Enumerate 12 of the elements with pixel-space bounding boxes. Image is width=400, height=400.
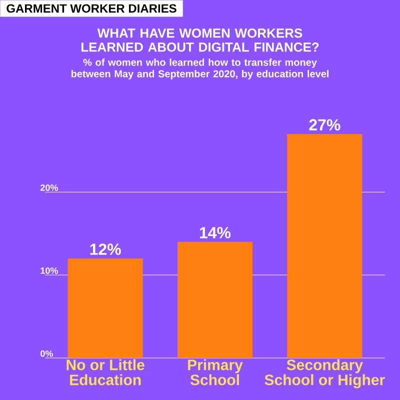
y-tick-label: 20% [40, 184, 58, 191]
text: GARMENT WORKER DIARIES [6, 4, 176, 13]
x-tick-label: No or Little Education [66, 359, 144, 386]
y-tick-label: 0% [40, 350, 53, 357]
data-label: 14% [200, 227, 231, 238]
data-label: 27% [309, 119, 340, 130]
data-label: 12% [90, 244, 121, 255]
chart-title: WHAT HAVE WOMEN WORKERS LEARNED ABOUT DIGITAL FINANCE? [81, 28, 319, 52]
x-tick-label: Primary School [188, 359, 243, 386]
x-tick-label: Secondary School or Higher [264, 359, 385, 388]
chart-subtitle: % of women who learned how to transfer money between May and September 2020, by education level [71, 58, 328, 80]
y-tick-label: 10% [40, 267, 58, 274]
